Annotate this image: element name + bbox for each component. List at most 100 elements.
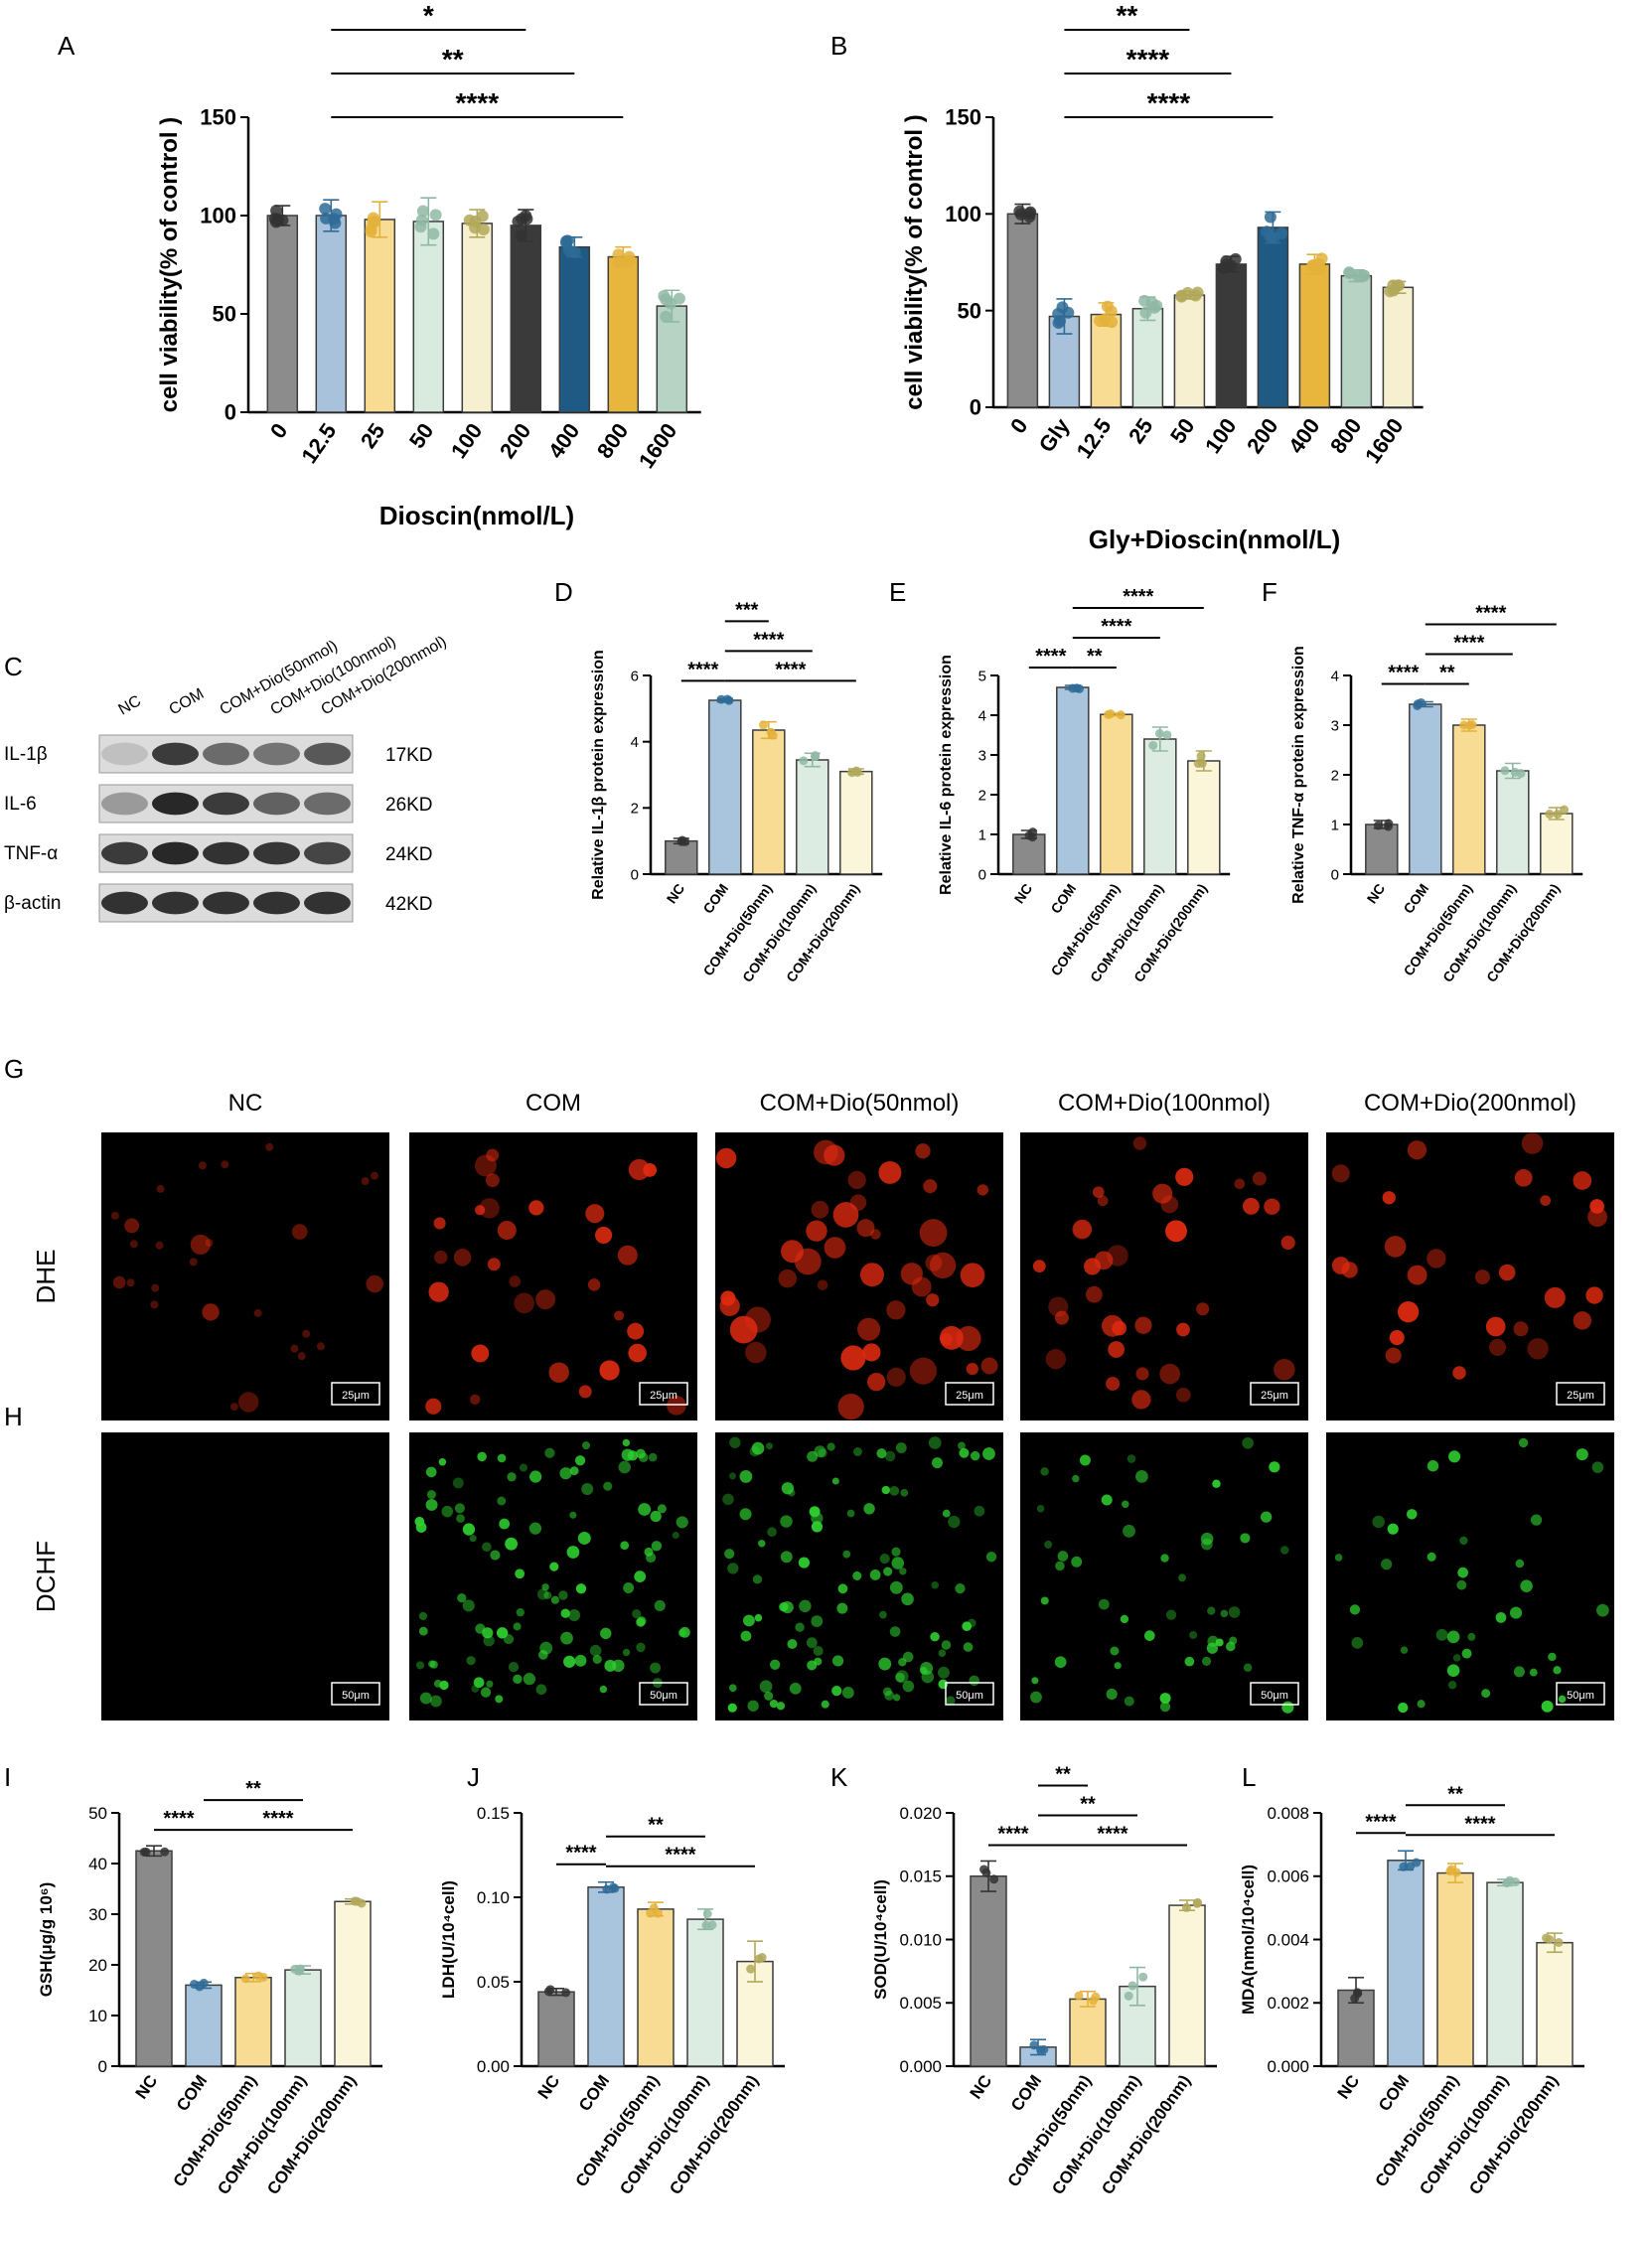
cell: [1031, 1677, 1039, 1685]
cell: [578, 1385, 592, 1399]
cell: [969, 1675, 979, 1687]
cell: [1281, 1701, 1294, 1714]
cell: [497, 1496, 507, 1506]
y-tick-label: 1: [1331, 817, 1339, 833]
cell: [477, 1451, 487, 1462]
data-point: [1217, 261, 1230, 274]
cell: [840, 1345, 866, 1371]
significance-label: **: [1439, 663, 1455, 684]
data-point: [352, 1896, 362, 1906]
cell: [1596, 1603, 1609, 1617]
data-point: [1029, 2040, 1039, 2050]
microscopy-grid: NC COM COM+Dio(50nmol) COM+Dio(100nmol) COM+…: [31, 1090, 1614, 1720]
cell: [1331, 1257, 1350, 1274]
cell: [1201, 1656, 1212, 1666]
scale-bar-label: 50μm: [650, 1690, 677, 1702]
cell: [316, 1342, 325, 1351]
cell: [1098, 1598, 1110, 1610]
cell: [798, 1557, 810, 1569]
cell: [869, 1569, 881, 1580]
x-tick-label: 0: [265, 419, 293, 443]
cell: [1044, 1540, 1053, 1549]
cell: [189, 1258, 198, 1267]
cell: [129, 1240, 138, 1249]
y-axis-label: GSH(μg/g 10⁶): [37, 1882, 56, 1998]
bar: [412, 221, 445, 413]
data-point: [1027, 832, 1037, 842]
data-point: [1229, 252, 1242, 265]
cell: [837, 1583, 848, 1594]
cell: [780, 1551, 793, 1564]
x-tick-label: 50: [1165, 414, 1200, 448]
cell: [1135, 1470, 1148, 1483]
y-tick-label: 0.000: [899, 2057, 942, 2076]
cell: [418, 1611, 428, 1621]
x-tick-label: 12.5: [296, 419, 341, 468]
significance-label: ****: [775, 659, 806, 680]
blot-band: [304, 841, 351, 865]
cell: [638, 1503, 652, 1516]
cell: [505, 1537, 519, 1551]
cell: [1495, 1612, 1507, 1623]
cell: [980, 1357, 998, 1375]
cell: [205, 1239, 214, 1248]
bar: [1056, 686, 1090, 875]
panel-letter-E: E: [889, 577, 906, 607]
data-point: [1196, 751, 1206, 761]
bar: [510, 224, 542, 413]
cell: [1521, 1132, 1544, 1154]
cell: [1072, 1219, 1093, 1240]
y-tick-label: 4: [978, 707, 986, 724]
bar: [796, 759, 829, 875]
cell: [486, 1148, 500, 1162]
cell: [499, 1518, 511, 1530]
x-tick-label: NC: [1011, 881, 1036, 907]
column-header: COM: [526, 1090, 581, 1117]
cell: [1400, 1646, 1409, 1654]
cell: [787, 1639, 798, 1650]
cell: [600, 1627, 612, 1640]
cell: [824, 1144, 845, 1166]
data-point: [1068, 683, 1078, 693]
cell: [946, 1696, 956, 1706]
cell: [1252, 1171, 1267, 1186]
bar: [461, 223, 494, 413]
cell: [438, 1458, 447, 1466]
bar: [185, 1984, 223, 2067]
cell: [940, 1333, 953, 1346]
cell: [811, 1521, 824, 1533]
cell: [758, 1540, 766, 1548]
x-tick-label: COM+Dio(100nm): [1048, 2071, 1144, 2197]
data-point: [512, 216, 525, 228]
data-point: [562, 244, 575, 257]
bar: [752, 729, 786, 875]
micrograph: [1020, 1132, 1308, 1420]
cell: [549, 1562, 559, 1571]
cell: [1112, 1320, 1127, 1336]
x-tick-label: 200: [495, 419, 536, 463]
data-point: [319, 203, 332, 216]
cell: [1280, 1546, 1289, 1555]
cell: [739, 1470, 753, 1483]
data-point: [1052, 307, 1065, 320]
cell: [1447, 1680, 1457, 1690]
column-header: COM+Dio(50nmol): [760, 1090, 960, 1117]
cell: [568, 1608, 581, 1621]
data-point: [416, 205, 429, 218]
cell: [842, 1550, 851, 1559]
cell: [453, 1249, 472, 1267]
cell: [1132, 1136, 1147, 1150]
y-tick-label: 0.020: [899, 1804, 942, 1823]
cell: [767, 1527, 777, 1537]
micrograph: [715, 1132, 1003, 1420]
significance-label: **: [245, 1778, 261, 1800]
x-tick-label: NC: [534, 2071, 564, 2102]
y-tick-label: 50: [958, 298, 981, 323]
chart-D: 0 2 4 6 Relative IL-1β protein expression NC C…: [590, 599, 883, 985]
cell: [1427, 1249, 1446, 1269]
data-point: [1181, 1902, 1191, 1912]
cell: [1243, 1663, 1253, 1672]
data-point: [139, 1847, 149, 1857]
data-point: [469, 215, 482, 227]
scale-bar-label: 50μm: [1261, 1690, 1288, 1702]
